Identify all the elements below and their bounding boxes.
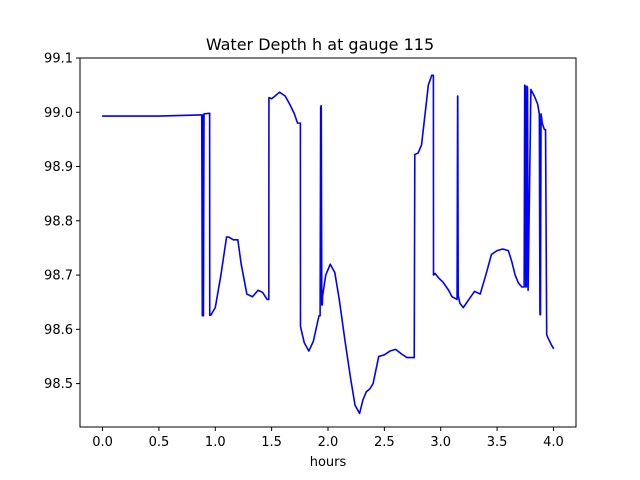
series-layer <box>101 74 555 415</box>
chart-title: Water Depth h at gauge 115 <box>206 35 434 54</box>
plot-area: 0.0 0.5 1.0 1.5 2.0 2.5 3.0 3.5 4.0 98.5 98.6 98.7… <box>44 52 577 450</box>
y-tick-label: 99.1 <box>44 52 73 67</box>
x-tick-label: 1.0 <box>205 435 226 450</box>
x-tick-label: 0.5 <box>149 435 170 450</box>
x-tick-label: 2.5 <box>374 435 395 450</box>
y-tick-label: 98.8 <box>44 214 73 229</box>
x-axis-label: hours <box>310 455 347 470</box>
series-line <box>101 74 555 415</box>
x-tick-label: 2.0 <box>318 435 339 450</box>
y-tick-label: 98.7 <box>44 269 73 284</box>
x-tick-label: 1.5 <box>261 435 282 450</box>
x-tick-label: 4.0 <box>543 435 564 450</box>
x-tick-label: 0.0 <box>92 435 113 450</box>
y-tick-label: 98.5 <box>44 377 73 392</box>
x-tick-label: 3.0 <box>430 435 451 450</box>
y-tick-label: 99.0 <box>44 106 73 121</box>
y-tick-label: 98.9 <box>44 160 73 175</box>
y-axis: 98.5 98.6 98.7 98.8 98.9 99.0 99.1 <box>44 52 80 392</box>
y-tick-label: 98.6 <box>44 323 73 338</box>
x-axis: 0.0 0.5 1.0 1.5 2.0 2.5 3.0 3.5 4.0 <box>92 427 564 450</box>
plot-frame <box>79 57 577 428</box>
x-tick-label: 3.5 <box>487 435 508 450</box>
